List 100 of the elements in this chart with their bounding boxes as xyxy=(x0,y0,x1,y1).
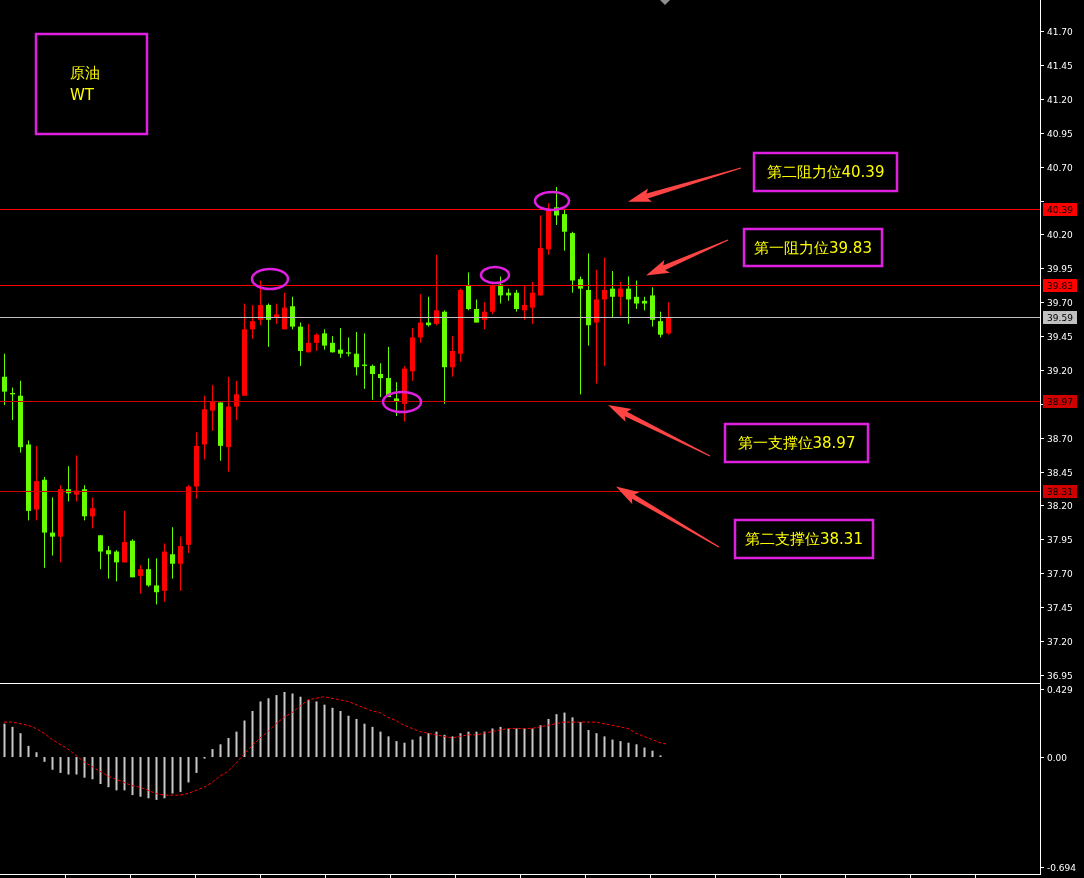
bar xyxy=(515,728,518,758)
bar xyxy=(339,710,342,758)
y-tick-label: 39.95 xyxy=(1047,263,1073,274)
bar xyxy=(627,742,630,758)
bar xyxy=(323,704,326,758)
bar xyxy=(643,747,646,758)
bar xyxy=(235,731,238,758)
bar xyxy=(299,696,302,758)
bar xyxy=(403,742,406,758)
bar xyxy=(67,757,70,775)
bar xyxy=(507,728,510,758)
bar xyxy=(395,741,398,758)
bar xyxy=(259,701,262,758)
bar xyxy=(459,733,462,758)
bar xyxy=(91,757,94,780)
bar xyxy=(355,718,358,758)
bar xyxy=(227,737,230,758)
bar xyxy=(435,731,438,758)
ref-line-label: 38.97 xyxy=(1047,396,1073,407)
bar xyxy=(163,757,166,799)
y-tick-label: 38.70 xyxy=(1047,433,1074,444)
bar xyxy=(51,757,54,770)
y-tick-label: 37.45 xyxy=(1047,602,1073,613)
bar xyxy=(147,757,150,799)
ref-line-label: 38.31 xyxy=(1047,486,1073,497)
bar xyxy=(307,699,310,758)
bar xyxy=(11,726,14,758)
bar xyxy=(115,757,118,791)
ref-line-label: 39.59 xyxy=(1047,312,1074,323)
y-tick-label: 0.429 xyxy=(1047,684,1074,695)
bar xyxy=(211,749,214,758)
bar xyxy=(123,757,126,791)
y-tick-label: 0.00 xyxy=(1047,752,1068,763)
bar xyxy=(635,744,638,758)
y-tick-label: 39.20 xyxy=(1047,365,1074,376)
bar xyxy=(451,736,454,758)
y-tick-label: 41.70 xyxy=(1047,26,1074,37)
bar xyxy=(571,717,574,758)
bar xyxy=(531,728,534,758)
y-tick-label: -0.694 xyxy=(1047,862,1077,873)
annotation: 第二阻力位40.39 xyxy=(766,163,885,181)
bar xyxy=(603,736,606,758)
bar xyxy=(3,723,6,758)
bar xyxy=(187,757,190,783)
bar xyxy=(59,757,62,773)
y-tick-label: 37.70 xyxy=(1047,568,1074,579)
y-tick-label: 41.45 xyxy=(1047,60,1073,71)
bar xyxy=(363,723,366,758)
y-tick-label: 41.20 xyxy=(1047,94,1074,105)
bar xyxy=(195,757,198,773)
annotation: 第二支撑位38.31 xyxy=(745,530,863,548)
bar xyxy=(499,726,502,758)
bar xyxy=(243,720,246,758)
bar xyxy=(75,757,78,775)
bar xyxy=(595,733,598,758)
bar xyxy=(611,739,614,758)
bar xyxy=(651,750,654,758)
y-tick-label: 39.45 xyxy=(1047,331,1073,342)
annotation: 第一支撑位38.97 xyxy=(737,434,856,452)
bar xyxy=(427,733,430,758)
bar xyxy=(83,757,86,778)
bar xyxy=(563,712,566,758)
bar xyxy=(387,736,390,758)
line-series xyxy=(3,696,669,796)
y-tick-label: 37.20 xyxy=(1047,636,1074,647)
bar xyxy=(619,741,622,758)
bar xyxy=(419,736,422,758)
bar xyxy=(547,718,550,758)
bar xyxy=(443,734,446,758)
bar xyxy=(491,728,494,758)
bar xyxy=(555,714,558,758)
y-tick-label: 38.20 xyxy=(1047,500,1074,511)
bar xyxy=(99,757,102,785)
y-tick-label: 40.20 xyxy=(1047,229,1074,240)
bar xyxy=(179,757,182,792)
ref-line-label: 39.83 xyxy=(1047,280,1073,291)
bar xyxy=(587,730,590,758)
y-tick-label: 36.95 xyxy=(1047,670,1073,681)
bar xyxy=(379,731,382,758)
bar xyxy=(347,715,350,758)
y-tick-label: 40.70 xyxy=(1047,162,1074,173)
bar xyxy=(579,722,582,758)
bar xyxy=(539,725,542,758)
bar xyxy=(283,691,286,758)
bar xyxy=(219,744,222,758)
y-tick-label: 38.45 xyxy=(1047,467,1073,478)
bar xyxy=(371,726,374,758)
bar xyxy=(43,757,46,762)
bar xyxy=(523,728,526,758)
bar xyxy=(251,710,254,758)
bar xyxy=(475,731,478,758)
annotation: 第一阻力位39.83 xyxy=(754,238,872,257)
bar xyxy=(171,757,174,794)
bar xyxy=(35,752,38,758)
ref-line-label: 40.39 xyxy=(1047,204,1074,215)
bar xyxy=(411,739,414,758)
bar xyxy=(315,701,318,758)
bar xyxy=(19,733,22,758)
y-tick-label: 39.70 xyxy=(1047,297,1074,308)
bar xyxy=(139,757,142,797)
